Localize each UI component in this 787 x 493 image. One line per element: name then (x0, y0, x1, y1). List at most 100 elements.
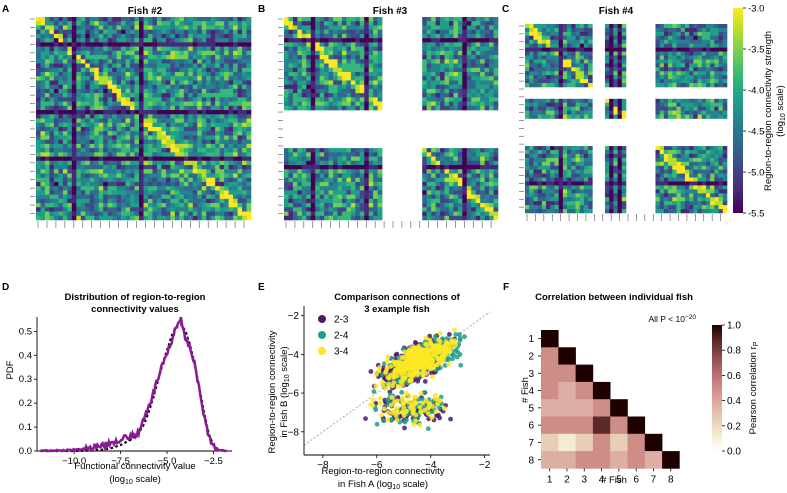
fish3-matrix-cell (457, 25, 463, 30)
fish3-matrix-cell (466, 198, 472, 204)
fish4-matrix-cell (689, 98, 694, 104)
fish2-matrix-cell (130, 131, 135, 136)
fish2-matrix-cell (44, 177, 50, 183)
fish3-matrix-cell (475, 173, 481, 179)
fish4-matrix-cell (609, 24, 614, 29)
fish4-matrix-cell (579, 169, 585, 174)
fish4-matrix-cell (676, 43, 682, 48)
fish2-matrix-cell (36, 93, 41, 98)
fish4-matrix-cell (554, 51, 559, 56)
fish2-matrix-cell (183, 101, 189, 107)
fish2-matrix-cell (94, 122, 100, 128)
fish2-matrix-cell (206, 88, 211, 94)
fish4-matrix-cell (676, 161, 682, 167)
fish4-matrix-cell (697, 59, 703, 64)
fish3-matrix-cell (310, 29, 316, 35)
fish2-matrix-cell (53, 50, 59, 56)
fish3-matrix-cell (444, 25, 450, 30)
fish2-matrix-cell (139, 84, 144, 90)
fish2-matrix-cell (165, 101, 171, 107)
fish4-matrix-cell (684, 173, 690, 178)
fish4-matrix-cell (697, 114, 703, 119)
fish4-matrix-cell (722, 110, 728, 115)
fish3-matrix-cell (431, 101, 436, 107)
fish4-matrix-cell (655, 43, 660, 48)
fish4-matrix-cell (710, 114, 715, 119)
fish2-matrix-cell (112, 173, 117, 179)
fish2-matrix-cell (242, 25, 247, 30)
fish2-matrix-cell (67, 55, 73, 60)
fish3-matrix-cell (350, 29, 356, 35)
fish2-matrix-cell (94, 198, 100, 204)
fish3-matrix-cell (373, 38, 378, 43)
fish3-matrix-cell (440, 88, 445, 94)
fish4-matrix-cell (718, 110, 724, 115)
fish4-matrix-cell (676, 75, 682, 80)
fish4-matrix-cell (617, 165, 623, 170)
fish3-matrix-cell (440, 76, 445, 81)
fish3-matrix-cell (377, 71, 383, 77)
fish2-matrix-cell (121, 215, 126, 221)
fish2-matrix-cell (62, 38, 68, 43)
fish2-matrix-cell (98, 55, 104, 60)
fish2-matrix-cell (224, 169, 229, 174)
fish4-matrix-cell (710, 63, 715, 68)
fish2-matrix-cell (62, 139, 68, 145)
fish2-matrix-cell (94, 215, 100, 221)
fish3-matrix-cell (480, 173, 485, 179)
fish2-matrix-cell (219, 173, 225, 179)
fish4-matrix-cell (583, 146, 589, 151)
fish3-matrix-cell (426, 33, 432, 39)
fish3-matrix-cell (310, 88, 316, 94)
fish3-matrix-cell (462, 181, 468, 187)
fish2-matrix-cell (147, 110, 153, 115)
fish4-matrix-cell (714, 79, 719, 84)
fish4-matrix-cell (621, 47, 627, 52)
fish4-matrix-cell (609, 43, 614, 48)
fish3-matrix-cell (484, 76, 490, 81)
fish2-matrix-cell (130, 38, 135, 43)
fish2-matrix-cell (58, 165, 64, 170)
fish3-matrix-cell (324, 152, 329, 157)
fish3-matrix-cell (346, 194, 352, 200)
fish2-matrix-cell (125, 131, 131, 136)
fish4-matrix-cell (684, 169, 690, 174)
fish4-matrix-cell (562, 83, 568, 88)
fish2-matrix-cell (71, 29, 77, 35)
fish2-matrix-cell (206, 71, 211, 77)
fish2-matrix-cell (94, 42, 100, 47)
fish3-matrix-cell (457, 50, 463, 56)
fish4-matrix-cell (693, 153, 698, 159)
fish4-matrix-cell (541, 150, 547, 155)
fish4-matrix-cell (588, 173, 593, 178)
fish2-matrix-cell (85, 169, 91, 174)
fish2-matrix-cell (188, 93, 194, 98)
fish3-matrix-cell (368, 93, 374, 98)
fish3-matrix-cell (328, 203, 334, 208)
fish2-matrix-cell (192, 156, 198, 162)
fish2-matrix-cell (130, 173, 135, 179)
fish3-matrix-cell (377, 101, 383, 107)
fish2-matrix-cell (206, 173, 211, 179)
fish2-matrix-cell (139, 50, 144, 56)
fish3-matrix-cell (431, 194, 436, 200)
fish2-matrix-cell (165, 63, 171, 69)
fish2-matrix-cell (130, 33, 135, 39)
fish4-matrix-cell (604, 102, 610, 107)
fish3-matrix-cell (341, 21, 347, 26)
fish3-matrix-cell (355, 207, 361, 212)
fish4-matrix-cell (705, 106, 711, 111)
fish3-matrix-cell (306, 148, 312, 153)
fish3-matrix-cell (341, 169, 347, 174)
fish2-matrix-cell (103, 80, 108, 85)
fish3-matrix-cell (288, 97, 294, 102)
fish2-matrix-cell (156, 215, 162, 221)
fish3-matrix-cell (444, 50, 450, 56)
fish3-matrix-cell (440, 198, 445, 204)
fish4-matrix-cell (697, 146, 703, 151)
fish3-matrix-cell (466, 97, 472, 102)
fish3-matrix-cell (355, 169, 361, 174)
fish2-matrix-cell (107, 88, 113, 94)
fish4-matrix-cell (722, 43, 728, 48)
fish4-matrix-cell (617, 79, 623, 84)
